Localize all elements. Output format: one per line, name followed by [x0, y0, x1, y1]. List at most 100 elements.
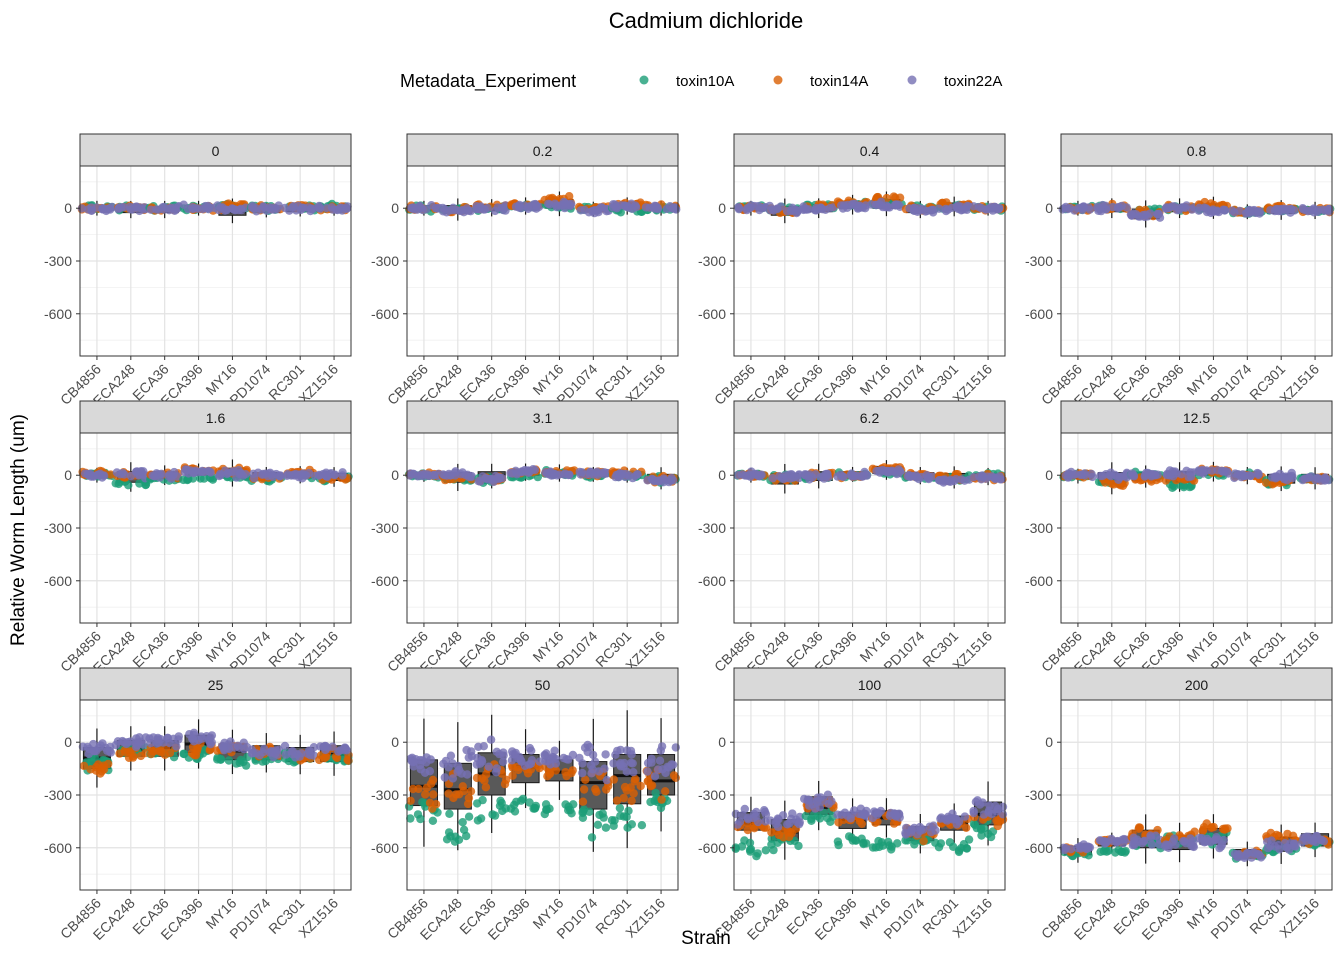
data-point	[951, 474, 961, 484]
data-point	[188, 203, 197, 212]
data-point	[337, 203, 346, 212]
data-point	[662, 204, 671, 214]
data-point	[268, 472, 277, 482]
facet-panel: 6.20-300-600CB4856ECA248ECA36ECA396MY16P…	[698, 400, 1007, 676]
legend-swatch-toxin10A	[639, 75, 649, 85]
data-point	[422, 758, 431, 767]
data-point	[1189, 841, 1198, 851]
data-point	[527, 756, 537, 765]
data-point	[477, 774, 487, 783]
data-point	[150, 472, 159, 481]
data-point	[922, 206, 932, 216]
data-point	[126, 471, 136, 481]
data-point	[474, 477, 483, 486]
data-point	[80, 469, 90, 478]
data-point	[442, 208, 451, 217]
data-point	[475, 759, 485, 768]
data-point	[422, 205, 431, 214]
data-point	[630, 777, 639, 786]
data-point	[325, 469, 335, 479]
y-tick-label: -300	[371, 520, 399, 536]
data-point	[95, 469, 105, 478]
data-point	[592, 787, 601, 796]
data-point	[146, 738, 155, 748]
data-point	[464, 472, 474, 482]
y-tick-label: -600	[371, 573, 399, 589]
data-point	[1318, 205, 1328, 214]
data-point	[579, 785, 589, 794]
data-point	[94, 743, 104, 752]
data-point	[887, 845, 896, 854]
y-tick-label: 0	[1045, 200, 1053, 216]
facet-strip-label: 0.8	[1187, 143, 1207, 159]
data-point	[971, 797, 981, 807]
facet-strip	[733, 400, 1006, 434]
data-point	[600, 764, 609, 773]
data-point	[661, 787, 670, 796]
facet-strip	[79, 133, 352, 167]
data-point	[409, 757, 419, 766]
data-point	[510, 800, 519, 810]
data-point	[671, 743, 680, 752]
data-point	[602, 785, 611, 794]
data-point	[811, 804, 820, 813]
facet-strip-label: 50	[535, 677, 551, 693]
data-point	[464, 812, 474, 821]
data-point	[1198, 465, 1207, 475]
data-point	[236, 468, 245, 478]
data-point	[784, 832, 794, 842]
data-point	[734, 203, 744, 213]
data-point	[156, 735, 165, 744]
facet-panel: 0.80-300-600CB4856ECA248ECA36ECA396MY16P…	[1025, 133, 1335, 409]
data-point	[775, 472, 784, 481]
data-point	[180, 467, 189, 477]
y-tick-label: 0	[64, 200, 72, 216]
data-point	[429, 790, 438, 799]
data-point	[529, 804, 538, 813]
data-point	[1140, 212, 1149, 222]
data-point	[962, 823, 971, 832]
data-point	[1106, 468, 1116, 477]
data-point	[579, 805, 589, 814]
data-point	[597, 203, 607, 212]
data-point	[627, 199, 636, 208]
data-point	[192, 747, 202, 756]
y-tick-label: -600	[698, 840, 726, 856]
data-point	[647, 474, 657, 484]
y-tick-label: 0	[718, 200, 726, 216]
data-point	[1228, 206, 1237, 215]
data-point	[931, 826, 940, 835]
data-point	[112, 468, 122, 477]
data-point	[148, 747, 157, 756]
facet-strip-label: 0	[212, 143, 220, 159]
data-point	[1061, 202, 1071, 212]
data-point	[508, 763, 517, 772]
data-point	[205, 467, 214, 476]
data-point	[1282, 843, 1291, 852]
y-tick-label: -300	[1025, 787, 1053, 803]
y-tick-label: 0	[1045, 467, 1053, 483]
data-point	[197, 467, 206, 477]
data-point	[466, 787, 476, 796]
data-point	[874, 836, 883, 846]
data-point	[969, 808, 978, 818]
data-point	[957, 202, 966, 211]
data-point	[544, 199, 553, 208]
data-point	[220, 738, 229, 747]
data-point	[1179, 483, 1189, 492]
data-point	[1118, 838, 1128, 848]
y-tick-label: -300	[698, 787, 726, 803]
data-point	[1275, 845, 1284, 854]
data-point	[230, 743, 239, 752]
data-point	[788, 809, 797, 818]
data-point	[582, 470, 591, 479]
data-point	[785, 818, 794, 828]
data-point	[751, 469, 760, 479]
data-point	[889, 192, 898, 201]
data-point	[1154, 209, 1164, 219]
data-point	[800, 794, 809, 804]
data-point	[1243, 848, 1252, 858]
data-point	[848, 472, 857, 481]
data-point	[1230, 473, 1239, 483]
data-point	[568, 766, 577, 775]
